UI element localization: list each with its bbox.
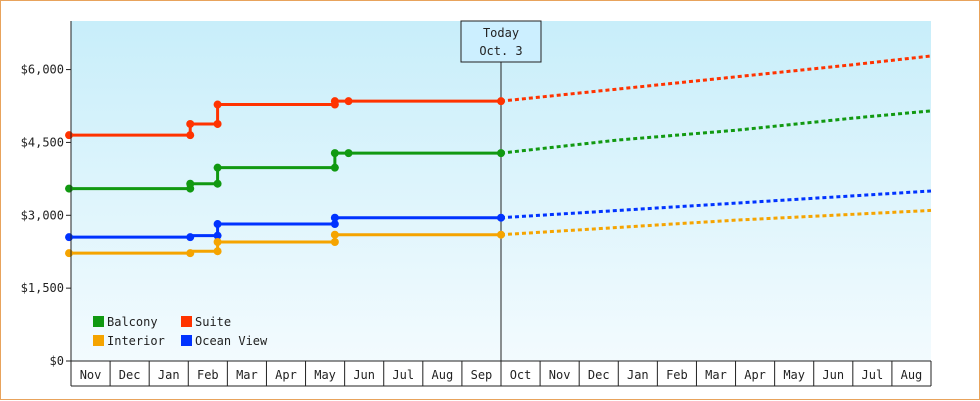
data-point-interior bbox=[330, 238, 339, 246]
data-point-balcony bbox=[213, 163, 222, 172]
data-point-suite bbox=[186, 119, 195, 128]
legend-swatch-interior bbox=[93, 335, 104, 346]
x-tick-label: Nov bbox=[80, 368, 102, 382]
x-tick-label: Jul bbox=[392, 368, 414, 382]
data-point-balcony bbox=[186, 179, 195, 188]
data-point-ocean-view bbox=[330, 213, 339, 222]
y-tick-label: $4,500 bbox=[21, 135, 64, 149]
data-point-ocean-view bbox=[213, 220, 222, 229]
x-tick-label: Nov bbox=[549, 368, 571, 382]
legend-swatch-ocean-view bbox=[181, 335, 192, 346]
data-point-balcony bbox=[213, 179, 222, 188]
today-label-box bbox=[460, 20, 542, 63]
legend-label-ocean-view: Ocean View bbox=[195, 334, 268, 348]
x-tick-label: Mar bbox=[236, 368, 258, 382]
data-point-ocean-view bbox=[65, 233, 74, 242]
y-tick-label: $1,500 bbox=[21, 281, 64, 295]
today-label-line2: Oct. 3 bbox=[479, 44, 522, 58]
legend-label-interior: Interior bbox=[107, 334, 165, 348]
data-point-ocean-view bbox=[497, 213, 505, 222]
data-point-suite bbox=[344, 97, 353, 106]
series-forecast-suite bbox=[500, 54, 932, 103]
data-point-suite bbox=[65, 131, 74, 140]
data-point-interior bbox=[213, 247, 222, 256]
x-tick-label: Oct bbox=[510, 368, 532, 382]
x-tick-label: Jun bbox=[822, 368, 844, 382]
series-forecast-ocean-view bbox=[500, 189, 932, 220]
x-tick-label: May bbox=[314, 368, 336, 382]
x-tick-label: May bbox=[783, 368, 805, 382]
data-point-balcony bbox=[330, 149, 339, 158]
data-point-balcony bbox=[330, 163, 339, 172]
data-point-suite bbox=[186, 131, 195, 140]
data-point-balcony bbox=[65, 184, 74, 193]
data-point-interior bbox=[65, 249, 74, 258]
x-tick-label: Feb bbox=[666, 368, 688, 382]
series-forecast-balcony bbox=[500, 109, 932, 155]
x-tick-label: Aug bbox=[432, 368, 454, 382]
y-tick-label: $3,000 bbox=[21, 208, 64, 222]
x-tick-label: Dec bbox=[588, 368, 610, 382]
today-label-line1: Today bbox=[483, 26, 519, 40]
x-tick-label: Jul bbox=[862, 368, 884, 382]
legend-swatch-suite bbox=[181, 316, 192, 327]
data-point-ocean-view bbox=[213, 231, 222, 240]
series-forecast-interior bbox=[500, 208, 932, 237]
data-point-interior bbox=[497, 230, 505, 239]
data-point-ocean-view bbox=[330, 220, 339, 229]
legend-swatch-balcony bbox=[93, 316, 104, 327]
x-tick-label: Feb bbox=[197, 368, 219, 382]
x-tick-label: Mar bbox=[705, 368, 727, 382]
x-tick-label: Apr bbox=[744, 368, 766, 382]
data-point-balcony bbox=[497, 149, 505, 158]
x-tick-label: Jan bbox=[627, 368, 649, 382]
x-tick-label: Apr bbox=[275, 368, 297, 382]
data-point-suite bbox=[213, 119, 222, 128]
x-tick-label: Dec bbox=[119, 368, 141, 382]
data-point-suite bbox=[330, 97, 339, 106]
x-tick-label: Aug bbox=[901, 368, 923, 382]
legend-label-suite: Suite bbox=[195, 315, 231, 329]
data-point-interior bbox=[213, 238, 222, 246]
data-point-ocean-view bbox=[186, 233, 195, 242]
legend-label-balcony: Balcony bbox=[107, 315, 158, 329]
x-tick-label: Jan bbox=[158, 368, 180, 382]
y-tick-label: $0 bbox=[50, 354, 64, 368]
data-point-suite bbox=[497, 97, 505, 106]
data-point-interior bbox=[330, 230, 339, 239]
x-tick-label: Sep bbox=[471, 368, 493, 382]
data-point-balcony bbox=[344, 149, 353, 158]
x-tick-label: Jun bbox=[353, 368, 375, 382]
y-tick-label: $6,000 bbox=[21, 63, 64, 77]
data-point-suite bbox=[213, 100, 222, 109]
data-point-interior bbox=[186, 249, 195, 258]
